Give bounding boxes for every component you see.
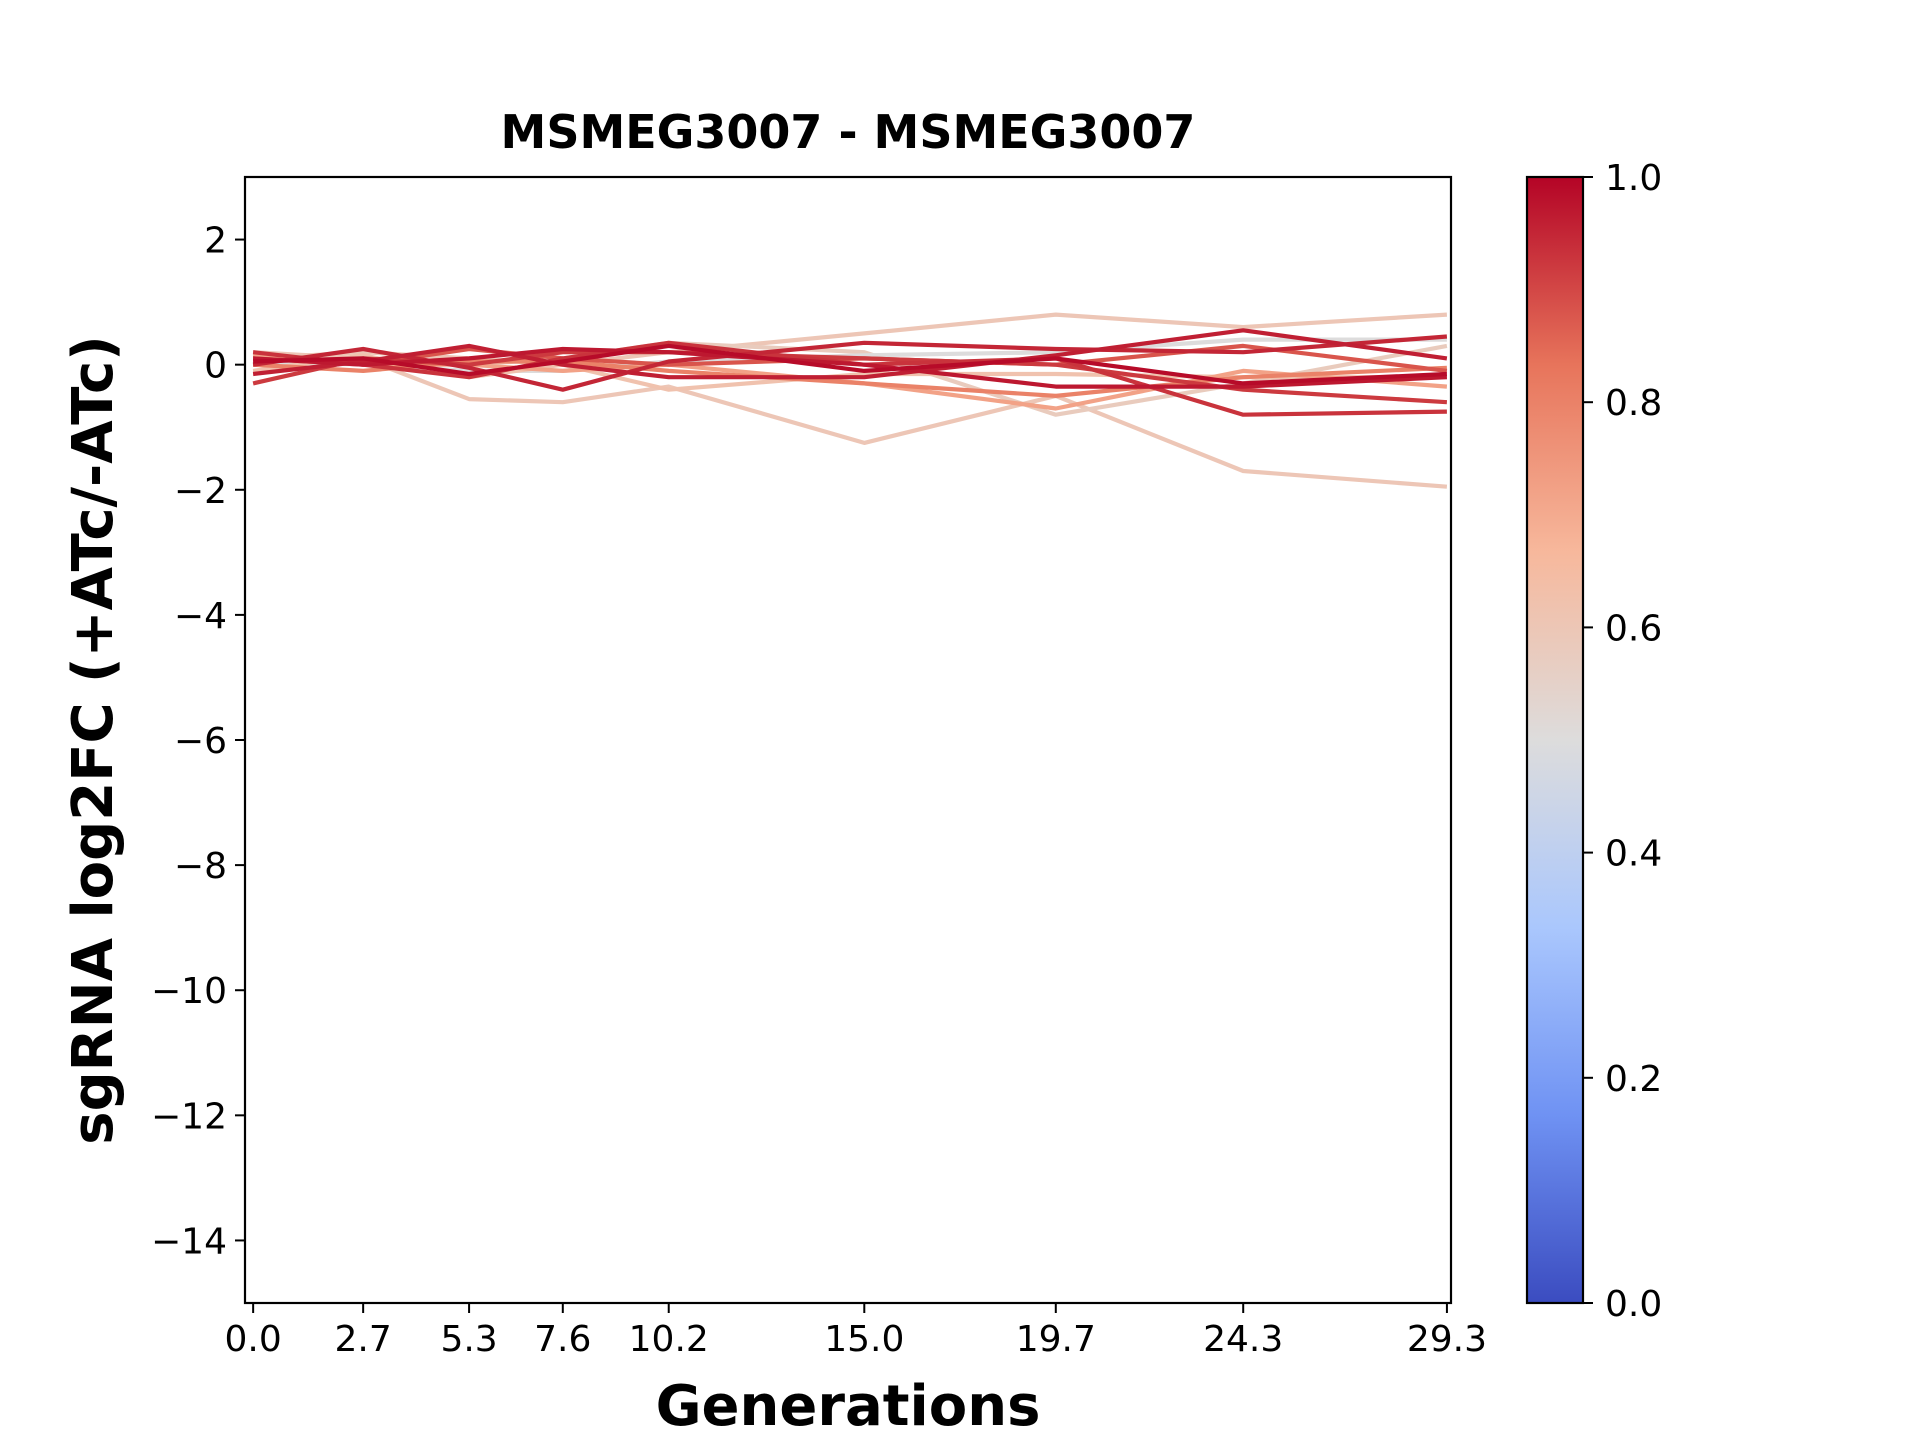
x-tick-label: 29.3 — [1407, 1319, 1487, 1360]
x-tick-label: 0.0 — [225, 1319, 282, 1360]
x-tick-label: 2.7 — [335, 1319, 392, 1360]
y-tick-label: 2 — [204, 221, 227, 262]
colorbar-tick-label: 0.4 — [1605, 834, 1662, 875]
y-tick-label: −8 — [174, 846, 227, 887]
series-line-1 — [252, 350, 1448, 489]
colorbar-tick-label: 0.2 — [1605, 1059, 1662, 1100]
x-tick-label: 10.2 — [629, 1319, 709, 1360]
y-tick-label: 0 — [204, 346, 227, 387]
y-tick-label: −14 — [151, 1221, 227, 1262]
y-tick-label: −2 — [174, 471, 227, 512]
colorbar: 0.0 0.2 0.4 0.6 0.8 1.0 — [1525, 158, 1662, 1325]
x-axis-label: Generations — [656, 1374, 1041, 1439]
series-line-12 — [252, 328, 1448, 380]
x-tick-label: 24.3 — [1203, 1319, 1283, 1360]
y-tick-label: −4 — [174, 596, 227, 637]
colorbar-tick-label: 1.0 — [1605, 158, 1662, 199]
y-tick-label: −10 — [151, 971, 227, 1012]
colorbar-tick-label: 0.8 — [1605, 383, 1662, 424]
colorbar-gradient — [1525, 175, 1585, 1305]
series-line-10 — [252, 340, 1447, 417]
y-tick-label: −6 — [174, 721, 227, 762]
x-tick-label: 15.0 — [824, 1319, 904, 1360]
colorbar-tick-label: 0.6 — [1605, 608, 1662, 649]
series-line-14 — [253, 343, 1447, 386]
chart-title: MSMEG3007 - MSMEG3007 — [501, 105, 1196, 159]
x-tick-label: 7.6 — [534, 1319, 591, 1360]
x-axis: 0.0 2.7 5.3 7.6 10.2 15.0 19.7 24.3 29.3 — [225, 1303, 1487, 1360]
x-tick-label: 5.3 — [440, 1319, 497, 1360]
x-tick-label: 19.7 — [1016, 1319, 1096, 1360]
y-axis: 2 0 −2 −4 −6 −8 −10 −12 −14 — [151, 221, 245, 1262]
colorbar-tick-label: 0.0 — [1605, 1284, 1662, 1325]
y-axis-label: sgRNA log2FC (+ATc/-ATc) — [61, 335, 126, 1145]
series-lines — [252, 312, 1448, 489]
y-tick-label: −12 — [151, 1096, 227, 1137]
